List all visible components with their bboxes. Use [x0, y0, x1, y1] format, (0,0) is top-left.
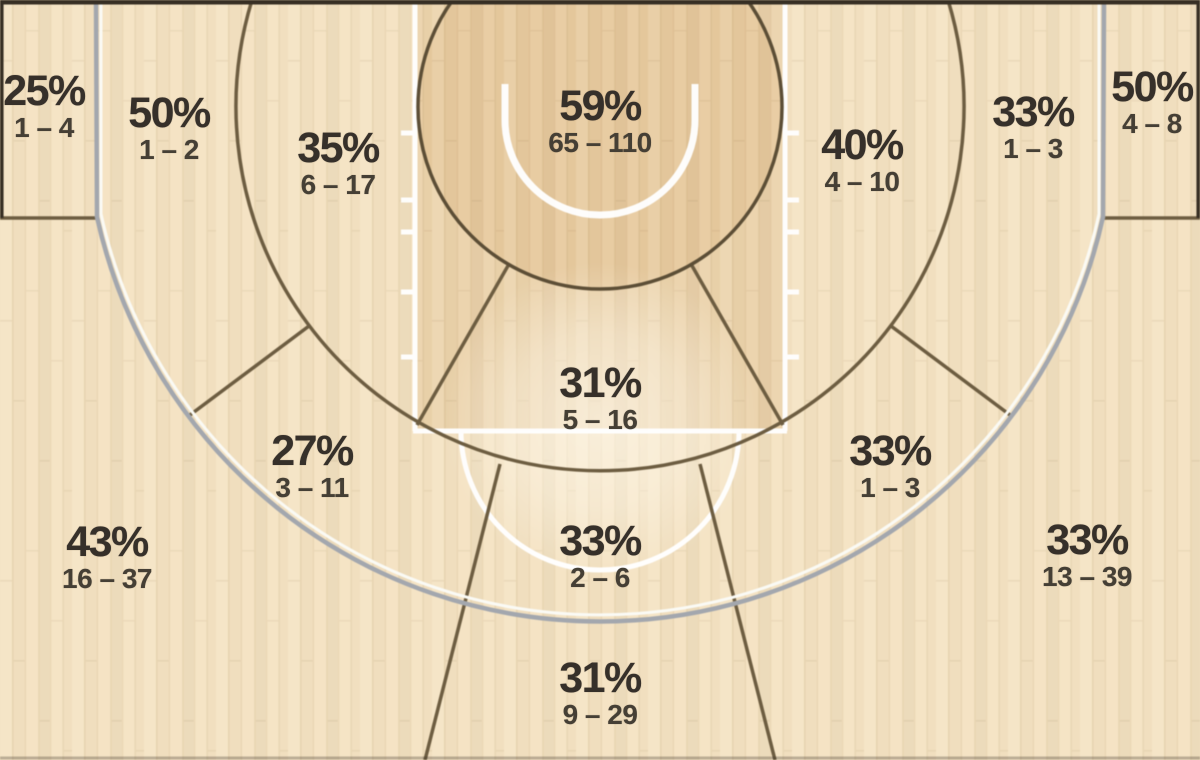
- zone-label-restricted-area: 59% 65 – 110: [548, 82, 652, 158]
- restricted-area-outline: [416, 0, 784, 291]
- zone-record: 3 – 11: [275, 472, 349, 503]
- zone-label-left-wing-midrange: 27% 3 – 11: [271, 427, 354, 503]
- zone-record: 13 – 39: [1042, 561, 1132, 592]
- zone-record: 4 – 8: [1122, 108, 1182, 139]
- wing-sector-divider-right: [889, 324, 1012, 417]
- center-sector-divider-right: [698, 463, 777, 760]
- zone-pct: 50%: [128, 89, 211, 137]
- zone-pct: 33%: [1046, 516, 1129, 564]
- zone-label-above-break-three: 31% 9 – 29: [559, 654, 642, 730]
- zone-label-left-baseline-midrange: 50% 1 – 2: [128, 89, 211, 165]
- three-point-line-main: [93, 0, 1107, 624]
- hoop-arc: [501, 84, 699, 219]
- zone-label-paint: 31% 5 – 16: [559, 359, 642, 435]
- three-point-line: [93, 0, 1107, 624]
- inner-sector-divider-right: [689, 263, 785, 426]
- inner-sector-divider-left: [415, 263, 511, 426]
- zone-record: 1 – 2: [139, 134, 199, 165]
- zone-label-right-elbow-midrange: 40% 4 – 10: [821, 121, 904, 197]
- zone-label-left-corner-three: 25% 1 – 4: [3, 67, 86, 143]
- center-sector-divider-left: [423, 463, 502, 760]
- zone-pct: 40%: [821, 121, 904, 169]
- zone-record: 65 – 110: [548, 127, 652, 158]
- zone-label-right-wing-three: 33% 13 – 39: [1042, 519, 1132, 591]
- zone-pct: 27%: [271, 427, 354, 475]
- zone-pct: 35%: [297, 124, 380, 172]
- zone-label-left-elbow-midrange: 35% 6 – 17: [297, 124, 380, 200]
- zone-pct: 59%: [559, 82, 642, 130]
- zone-record: 1 – 3: [860, 472, 920, 503]
- zone-pct: 33%: [849, 427, 932, 475]
- zone-pct: 33%: [992, 88, 1075, 136]
- zone-record: 1 – 3: [1003, 133, 1063, 164]
- zone-record: 2 – 6: [570, 562, 630, 593]
- zone-record: 4 – 10: [824, 166, 900, 197]
- court-markings: [401, 0, 799, 573]
- zone-label-right-corner-three: 50% 4 – 8: [1111, 63, 1194, 139]
- zone-record: 9 – 29: [562, 699, 638, 730]
- zone-label-right-baseline-midrange: 33% 1 – 3: [992, 88, 1075, 164]
- wing-sector-divider-left: [188, 324, 311, 417]
- zone-pct: 31%: [559, 359, 642, 407]
- zone-label-left-wing-three: 43% 16 – 37: [62, 521, 152, 593]
- zone-pct: 25%: [3, 67, 86, 115]
- zone-record: 16 – 37: [62, 563, 152, 594]
- zone-record: 6 – 17: [300, 169, 376, 200]
- zone-pct: 43%: [66, 518, 149, 566]
- zone-pct: 50%: [1111, 63, 1194, 111]
- lane-hash-marks: [401, 130, 799, 360]
- midrange-arc: [234, 0, 966, 473]
- zone-record: 1 – 4: [14, 112, 74, 143]
- zone-pct: 31%: [559, 654, 642, 702]
- zone-pct: 33%: [559, 517, 642, 565]
- zone-record: 5 – 16: [562, 404, 638, 435]
- three-point-line-highlight: [99, 0, 1101, 617]
- zone-label-top-of-key-midrange: 33% 2 – 6: [559, 517, 642, 593]
- high-frequency-highlight: [442, 262, 758, 578]
- zone-label-right-wing-midrange: 33% 1 – 3: [849, 427, 932, 503]
- free-throw-circle: [458, 430, 742, 573]
